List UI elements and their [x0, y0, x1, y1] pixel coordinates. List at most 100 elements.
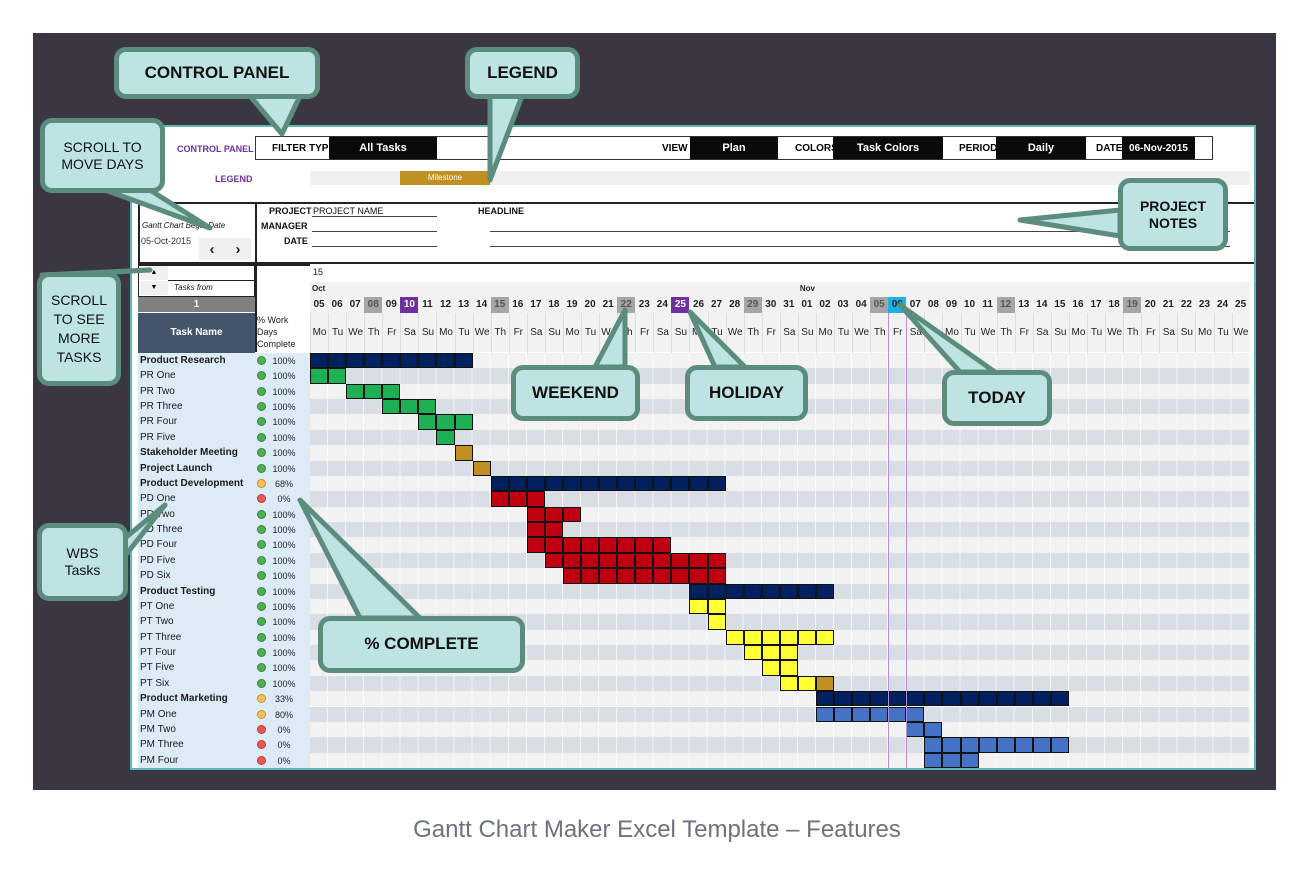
gantt-bar-cell[interactable] [743, 629, 762, 646]
gantt-bar-cell[interactable] [761, 660, 780, 676]
triangle-down-icon[interactable]: ▼ [140, 281, 168, 295]
gantt-bar-cell[interactable] [797, 583, 816, 599]
gantt-bar-cell[interactable] [454, 414, 473, 430]
gantt-bar-cell[interactable] [924, 752, 943, 768]
gantt-bar-cell[interactable] [526, 475, 545, 492]
gantt-bar-cell[interactable] [526, 537, 545, 553]
task-name[interactable]: PM One [140, 708, 177, 720]
gantt-bar-cell[interactable] [960, 691, 979, 707]
colors-select[interactable]: Task Colors [833, 137, 943, 159]
gantt-bar-cell[interactable] [707, 614, 726, 630]
gantt-bar-cell[interactable] [815, 583, 835, 599]
headline-field[interactable] [490, 231, 1230, 232]
gantt-bar-cell[interactable] [599, 537, 618, 553]
gantt-bar-cell[interactable] [346, 383, 365, 400]
gantt-bar-cell[interactable] [617, 552, 636, 569]
gantt-bar-cell[interactable] [562, 552, 582, 569]
gantt-bar-cell[interactable] [562, 506, 582, 523]
gantt-bar-cell[interactable] [725, 629, 744, 646]
task-name[interactable]: PT Three [140, 631, 182, 643]
gantt-bar-cell[interactable] [364, 353, 383, 369]
gantt-bar-cell[interactable] [761, 645, 780, 661]
manager-field[interactable] [312, 231, 437, 232]
task-name[interactable]: PT Four [140, 647, 176, 659]
gantt-bar-cell[interactable] [526, 491, 545, 507]
gantt-bar-cell[interactable] [761, 629, 780, 646]
task-name[interactable]: PT Five [140, 662, 175, 674]
gantt-bar-cell[interactable] [581, 568, 600, 584]
gantt-bar-cell[interactable] [544, 537, 563, 553]
task-name[interactable]: PT Two [140, 616, 174, 628]
task-name[interactable]: PD Five [140, 554, 176, 566]
task-name[interactable]: PT One [140, 600, 175, 612]
begin-date-value[interactable]: 05-Oct-2015 [141, 236, 192, 246]
task-name[interactable]: PR One [140, 370, 176, 382]
gantt-bar-cell[interactable] [870, 691, 889, 707]
period-select[interactable]: Daily [996, 137, 1086, 159]
gantt-bar-cell[interactable] [418, 399, 437, 415]
gantt-bar-cell[interactable] [743, 583, 762, 599]
task-name[interactable]: PM Three [140, 739, 184, 751]
gantt-bar-cell[interactable] [508, 491, 527, 507]
filter-type-select[interactable]: All Tasks [329, 137, 437, 159]
gantt-bar-cell[interactable] [599, 568, 618, 584]
gantt-bar-cell[interactable] [689, 583, 708, 599]
gantt-bar-cell[interactable] [562, 568, 582, 584]
gantt-bar-cell[interactable] [400, 399, 419, 415]
gantt-bar-cell[interactable] [544, 522, 563, 538]
gantt-bar-cell[interactable] [562, 475, 582, 492]
gantt-bar-cell[interactable] [815, 691, 835, 707]
gantt-bar-cell[interactable] [815, 706, 835, 722]
gantt-bar-cell[interactable] [743, 645, 762, 661]
task-name[interactable]: PD Four [140, 539, 178, 551]
gantt-bar-cell[interactable] [852, 691, 871, 707]
task-name[interactable]: Product Testing [140, 585, 216, 597]
gantt-bar-cell[interactable] [581, 475, 600, 492]
gantt-bar-cell[interactable] [454, 353, 473, 369]
gantt-bar-cell[interactable] [454, 445, 473, 461]
gantt-bar-cell[interactable] [942, 752, 961, 768]
view-select[interactable]: Plan [690, 137, 778, 159]
gantt-bar-cell[interactable] [689, 475, 708, 492]
gantt-bar-cell[interactable] [978, 691, 997, 707]
gantt-bar-cell[interactable] [653, 475, 672, 492]
gantt-bar-cell[interactable] [635, 568, 654, 584]
chevron-right-icon[interactable]: › [235, 240, 241, 258]
gantt-bar-cell[interactable] [797, 629, 816, 646]
gantt-bar-cell[interactable] [834, 706, 853, 722]
gantt-bar-cell[interactable] [635, 537, 654, 553]
gantt-bar-cell[interactable] [635, 475, 654, 492]
gantt-bar-cell[interactable] [707, 598, 726, 615]
gantt-bar-cell[interactable] [599, 552, 618, 569]
gantt-bar-cell[interactable] [924, 691, 943, 707]
gantt-bar-cell[interactable] [418, 353, 437, 369]
gantt-bar-cell[interactable] [436, 353, 455, 369]
gantt-bar-cell[interactable] [761, 583, 780, 599]
gantt-bar-cell[interactable] [725, 583, 744, 599]
gantt-bar-cell[interactable] [978, 737, 997, 753]
gantt-bar-cell[interactable] [996, 691, 1015, 707]
gantt-bar-cell[interactable] [526, 506, 545, 523]
gantt-bar-cell[interactable] [779, 645, 798, 661]
gantt-bar-cell[interactable] [870, 706, 889, 722]
gantt-bar-cell[interactable] [418, 414, 437, 430]
gantt-bar-cell[interactable] [562, 537, 582, 553]
task-name[interactable]: PT Six [140, 677, 170, 689]
gantt-bar-cell[interactable] [544, 475, 563, 492]
gantt-bar-cell[interactable] [653, 568, 672, 584]
gantt-bar-cell[interactable] [1032, 691, 1051, 707]
gantt-bar-cell[interactable] [382, 353, 401, 369]
gantt-bar-cell[interactable] [617, 568, 636, 584]
gantt-bar-cell[interactable] [815, 629, 835, 646]
gantt-bar-cell[interactable] [544, 506, 563, 523]
gantt-bar-cell[interactable] [996, 737, 1015, 753]
chevron-left-icon[interactable]: ‹ [209, 240, 215, 258]
tasks-from-value[interactable]: 1 [138, 297, 255, 312]
gantt-bar-cell[interactable] [707, 583, 726, 599]
task-name[interactable]: PD One [140, 493, 176, 505]
gantt-bar-cell[interactable] [671, 568, 690, 584]
gantt-bar-cell[interactable] [490, 475, 509, 492]
gantt-bar-cell[interactable] [942, 737, 961, 753]
gantt-bar-cell[interactable] [942, 691, 961, 707]
task-name[interactable]: Product Research [140, 355, 226, 366]
